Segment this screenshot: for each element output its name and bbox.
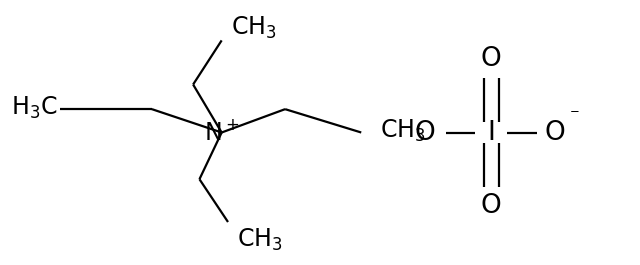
Text: O: O — [481, 193, 502, 219]
Text: $\mathregular{CH_3}$: $\mathregular{CH_3}$ — [230, 14, 276, 41]
Text: $\mathregular{N^+}$: $\mathregular{N^+}$ — [204, 120, 239, 145]
Text: $\mathregular{CH_3}$: $\mathregular{CH_3}$ — [380, 118, 426, 144]
Text: I: I — [488, 120, 495, 145]
Text: O: O — [545, 120, 565, 145]
Text: $\mathregular{H_3C}$: $\mathregular{H_3C}$ — [12, 95, 58, 121]
Text: O: O — [414, 120, 435, 145]
Text: $\mathregular{CH_3}$: $\mathregular{CH_3}$ — [237, 227, 282, 253]
Text: O: O — [481, 46, 502, 72]
Text: $^-$: $^-$ — [567, 107, 580, 125]
